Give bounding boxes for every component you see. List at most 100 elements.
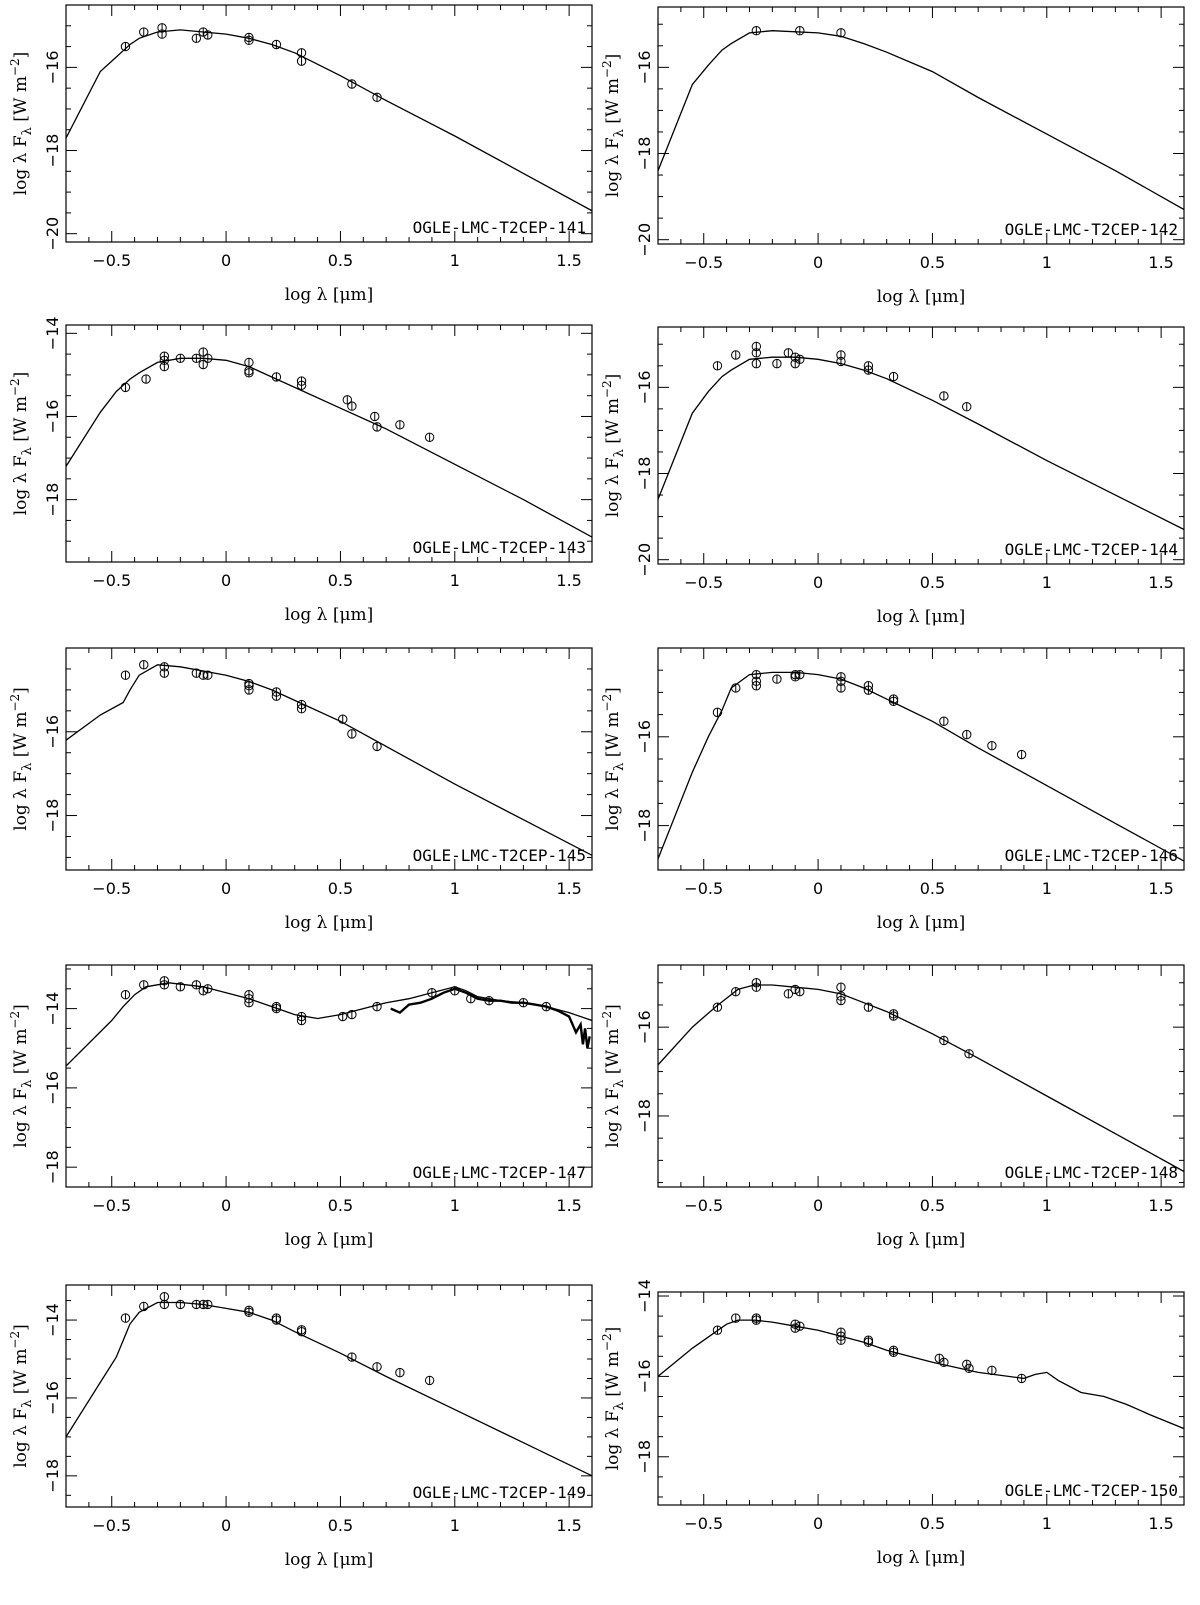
x-tick-label: 1.5 bbox=[556, 251, 581, 270]
photometry-point bbox=[731, 1313, 741, 1323]
photometry-point bbox=[783, 348, 794, 358]
x-tick-label: 1 bbox=[450, 879, 460, 898]
x-tick-label: −0.5 bbox=[684, 573, 723, 592]
x-tick-label: 1.5 bbox=[556, 1516, 581, 1535]
x-tick-label: 1 bbox=[450, 1196, 460, 1215]
photometry-point bbox=[888, 371, 899, 382]
x-tick-label: 1.5 bbox=[556, 879, 581, 898]
photometry-point bbox=[836, 28, 846, 38]
x-tick-label: 1.5 bbox=[1148, 573, 1173, 592]
plot-frame bbox=[65, 1284, 593, 1508]
x-axis-label: log λ [μm] bbox=[285, 1230, 374, 1250]
y-tick-label: −14 bbox=[43, 992, 62, 1026]
x-tick-label: 1.5 bbox=[1148, 253, 1173, 272]
photometry-point bbox=[424, 1375, 435, 1386]
y-tick-label: −16 bbox=[43, 400, 62, 434]
y-tick-label: −18 bbox=[635, 137, 654, 171]
y-tick-label: −18 bbox=[635, 1099, 654, 1133]
photometry-point bbox=[338, 714, 348, 724]
photometry-point bbox=[370, 411, 380, 422]
y-tick-label: −18 bbox=[635, 809, 654, 843]
photometry-point bbox=[139, 27, 149, 37]
photometry-point bbox=[372, 1001, 382, 1012]
model-sed-line bbox=[658, 671, 1184, 862]
photometry-point bbox=[395, 420, 405, 430]
x-tick-label: 0 bbox=[221, 571, 231, 590]
photometry-point bbox=[191, 668, 202, 678]
sed-panel-7: −0.5 0 0.5 1 1.5 −16 −18 log λ [μm] log λ Fλ [W … bbox=[600, 964, 1185, 1250]
photometry-point bbox=[159, 668, 170, 678]
photometry-point bbox=[987, 1365, 997, 1376]
photometry-point bbox=[347, 1009, 357, 1020]
photometry-point bbox=[347, 1352, 357, 1362]
photometry-point bbox=[175, 1299, 186, 1310]
x-tick-label: 0.5 bbox=[328, 1196, 353, 1215]
x-tick-label: −0.5 bbox=[684, 253, 723, 272]
photometry-point bbox=[731, 986, 741, 997]
y-axis-label: log λ Fλ [W m−2] bbox=[8, 372, 35, 516]
y-axis-label: log λ Fλ [W m−2] bbox=[600, 1327, 627, 1471]
x-tick-label: 0 bbox=[221, 1196, 231, 1215]
photometry-point bbox=[484, 995, 494, 1006]
x-tick-label: 0 bbox=[813, 573, 823, 592]
model-sed-line bbox=[66, 982, 592, 1067]
model-sed-line bbox=[658, 30, 1184, 211]
photometry-point bbox=[939, 391, 949, 401]
photometry-point bbox=[347, 729, 357, 739]
y-tick-label: −14 bbox=[43, 316, 62, 350]
object-label: OGLE-LMC-T2CEP-143 bbox=[413, 538, 586, 557]
observed-spectrum-line bbox=[390, 987, 591, 1049]
y-axis-label: log λ Fλ [W m−2] bbox=[8, 687, 35, 831]
photometry-point bbox=[836, 356, 846, 367]
sed-panel-4: −0.5 0 0.5 1 1.5 −16 −18 log λ [μm] log λ Fλ [W … bbox=[8, 647, 593, 933]
photometry-point bbox=[939, 716, 949, 726]
photometry-point bbox=[863, 1337, 874, 1347]
x-tick-label: 0.5 bbox=[920, 253, 945, 272]
photometry-point bbox=[338, 1011, 348, 1022]
photometry-point bbox=[751, 681, 762, 691]
photometry-point bbox=[342, 395, 352, 405]
photometry-point bbox=[120, 990, 131, 1000]
photometry-point bbox=[751, 982, 762, 992]
x-axis-label: log λ [μm] bbox=[285, 285, 374, 305]
photometry-point bbox=[372, 1362, 382, 1372]
photometry-point bbox=[466, 993, 476, 1004]
plot-frame bbox=[657, 647, 1185, 871]
photometry-point bbox=[795, 354, 805, 365]
y-tick-label: −16 bbox=[43, 1381, 62, 1415]
model-sed-line bbox=[66, 357, 592, 538]
photometry-point bbox=[120, 670, 131, 680]
photometry-point bbox=[191, 353, 202, 363]
photometry-point bbox=[244, 1307, 254, 1317]
object-label: OGLE-LMC-T2CEP-142 bbox=[1005, 220, 1178, 239]
photometry-point bbox=[244, 35, 254, 46]
photometry-point bbox=[863, 1002, 874, 1012]
photometry-point bbox=[347, 401, 357, 411]
photometry-point bbox=[712, 1325, 723, 1335]
plot-frame bbox=[657, 6, 1185, 245]
plot-frame bbox=[65, 647, 593, 871]
y-tick-label: −16 bbox=[43, 1071, 62, 1105]
photometry-point bbox=[191, 980, 202, 990]
photometry-point bbox=[175, 353, 186, 363]
photometry-point bbox=[888, 1347, 899, 1357]
x-tick-label: 0 bbox=[221, 1516, 231, 1535]
photometry-point bbox=[712, 707, 723, 718]
y-axis-label: log λ Fλ [W m−2] bbox=[600, 687, 627, 831]
model-sed-line bbox=[658, 984, 1184, 1173]
x-tick-label: −0.5 bbox=[92, 571, 131, 590]
x-tick-label: −0.5 bbox=[92, 1516, 131, 1535]
x-axis-label: log λ [μm] bbox=[285, 913, 374, 933]
photometry-point bbox=[772, 674, 782, 684]
y-tick-label: −20 bbox=[635, 223, 654, 257]
x-tick-label: 1.5 bbox=[1148, 1514, 1173, 1533]
x-tick-label: 0 bbox=[221, 251, 231, 270]
photometry-point bbox=[795, 986, 805, 997]
x-axis-label: log λ [μm] bbox=[877, 1230, 966, 1250]
x-axis-label: log λ [μm] bbox=[285, 605, 374, 625]
photometry-point bbox=[939, 1035, 949, 1046]
x-tick-label: 0.5 bbox=[328, 879, 353, 898]
model-sed-line bbox=[66, 664, 592, 856]
photometry-point bbox=[296, 704, 307, 714]
